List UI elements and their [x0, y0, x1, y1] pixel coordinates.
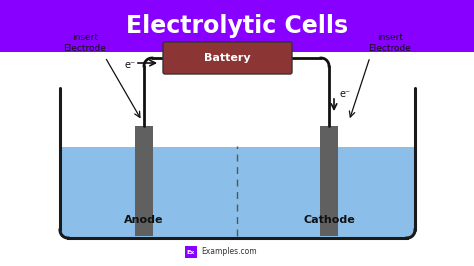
- Text: Battery: Battery: [204, 53, 251, 63]
- Bar: [135, 126, 153, 236]
- Bar: [185, 246, 197, 258]
- Text: Examples.com: Examples.com: [201, 247, 256, 256]
- Text: Electrolytic Cells: Electrolytic Cells: [126, 14, 348, 38]
- Bar: [61, 147, 414, 237]
- Bar: [0, 0, 474, 52]
- Text: insert
Electrode: insert Electrode: [64, 33, 107, 53]
- Text: e⁻: e⁻: [125, 60, 136, 70]
- Text: e⁻: e⁻: [340, 89, 351, 99]
- Text: Anode: Anode: [124, 215, 164, 225]
- Text: Cathode: Cathode: [303, 215, 355, 225]
- Bar: [320, 126, 338, 236]
- Text: insert
Electrode: insert Electrode: [369, 33, 411, 53]
- FancyBboxPatch shape: [163, 42, 292, 74]
- Text: Ex: Ex: [187, 250, 195, 255]
